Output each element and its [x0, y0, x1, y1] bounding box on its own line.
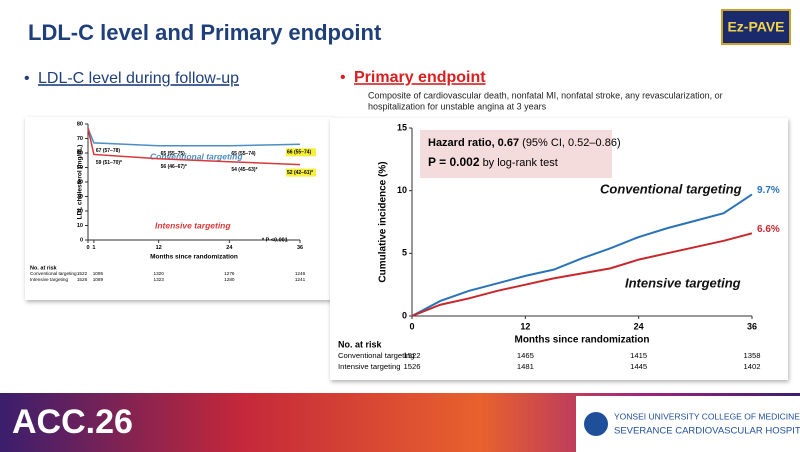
- y-axis-label: Cumulative incidence (%): [378, 161, 389, 282]
- risk-value: 1241: [295, 277, 306, 282]
- y-tick-label: 80: [77, 121, 83, 127]
- risk-value: 1323: [153, 277, 164, 282]
- highlight: [286, 168, 316, 177]
- risk-value: 1415: [630, 351, 647, 360]
- y-tick-label: 70: [77, 136, 83, 142]
- highlight: [286, 148, 316, 157]
- left-panel: [25, 117, 333, 300]
- value-label: 67 (57–78): [96, 148, 121, 154]
- risk-row-name: Intensive targeting: [30, 277, 68, 282]
- risk-value: 1465: [517, 351, 534, 360]
- risk-value: 1402: [744, 362, 761, 371]
- y-tick-label: 30: [77, 194, 83, 200]
- series-line: [87, 128, 301, 166]
- bullet: •: [340, 69, 346, 86]
- logo-box: [721, 9, 791, 45]
- risk-value: 1522: [404, 351, 421, 360]
- annotation: (95% CI, 0.52–0.86): [522, 137, 620, 149]
- y-tick-label: 5: [402, 248, 407, 258]
- annotation-box: [420, 130, 612, 178]
- annotation: * P <0.001: [262, 237, 288, 243]
- footer-logo-box: [576, 396, 800, 452]
- footer-left: ACC.26: [12, 403, 133, 441]
- y-tick-label: 15: [397, 122, 407, 132]
- value-label: 66 (55–74): [287, 150, 312, 156]
- annotation: P = 0.002 by log-rank test: [428, 155, 558, 169]
- x-tick-label: 24: [226, 245, 233, 251]
- x-tick-label: 1: [92, 245, 95, 251]
- risk-title: No. at risk: [338, 339, 383, 349]
- subtitle: hospitalization for unstable angina at 3…: [368, 101, 547, 111]
- risk-row-name: Intensive targeting: [338, 362, 400, 371]
- series-line: [411, 232, 753, 317]
- risk-value: 1526: [404, 362, 421, 371]
- subtitle: Composite of cardiovascular death, nonfa…: [368, 90, 723, 100]
- value-label: 6.6%: [757, 224, 780, 235]
- value-label: 52 (42–61)*: [287, 170, 313, 176]
- value-label: 65 (55–74): [231, 151, 256, 157]
- x-tick-label: 0: [409, 321, 414, 331]
- y-tick-label: 20: [77, 208, 83, 214]
- y-tick-label: 10: [77, 223, 83, 229]
- x-tick-label: 12: [156, 245, 162, 251]
- series-label: Conventional targeting: [600, 181, 742, 196]
- y-tick-label: 10: [397, 185, 407, 195]
- risk-value: 1320: [153, 271, 164, 276]
- risk-value: 1246: [295, 271, 306, 276]
- value-label: 9.7%: [757, 185, 780, 196]
- risk-value: 1280: [224, 277, 235, 282]
- risk-title: No. at risk: [30, 265, 58, 271]
- series-line: [87, 128, 301, 147]
- value-label: 59 (51–70)*: [96, 160, 122, 166]
- annotation: by log-rank test: [483, 157, 558, 169]
- risk-value: 1522: [77, 271, 88, 276]
- risk-value: 1445: [630, 362, 647, 371]
- x-tick-label: 24: [634, 321, 644, 331]
- y-tick-label: 0: [402, 310, 407, 320]
- y-tick-label: 60: [77, 150, 83, 156]
- x-tick-label: 36: [747, 321, 757, 331]
- series-line: [411, 193, 753, 317]
- x-tick-label: 36: [297, 245, 303, 251]
- x-tick-label: 0: [86, 245, 89, 251]
- risk-value: 1089: [93, 277, 104, 282]
- risk-value: 1276: [224, 271, 235, 276]
- y-tick-label: 0: [80, 237, 83, 243]
- x-tick-label: 12: [520, 321, 530, 331]
- bullet: •: [24, 70, 30, 87]
- y-tick-label: 50: [77, 165, 83, 171]
- series-label: Intensive targeting: [625, 275, 741, 290]
- risk-value: 1481: [517, 362, 534, 371]
- annotation: Hazard ratio, 0.67 (95% CI, 0.52–0.86): [428, 137, 621, 149]
- emblem: [584, 412, 608, 436]
- risk-row-name: Conventional targeting: [338, 351, 414, 360]
- x-axis-label: Months since randomization: [514, 335, 649, 346]
- series-label: Conventional targeting: [150, 151, 243, 161]
- value-label: 56 (46–67)*: [161, 164, 187, 170]
- risk-value: 1526: [77, 277, 88, 282]
- x-axis-label: Months since randomization: [150, 254, 238, 261]
- risk-value: 1358: [744, 351, 761, 360]
- footer-right: YONSEI UNIVERSITY COLLEGE OF MEDICINE: [614, 411, 800, 421]
- y-tick-label: 40: [77, 179, 83, 185]
- value-label: 65 (55–75): [161, 151, 186, 157]
- risk-value: 1095: [93, 271, 104, 276]
- slide-title: LDL-C level and Primary endpoint: [28, 20, 382, 45]
- annotation: Hazard ratio, 0.67: [428, 137, 519, 149]
- footer-right: SEVERANCE CARDIOVASCULAR HOSPITAL: [614, 426, 800, 437]
- logo: Ez-PAVE: [727, 19, 784, 35]
- left-heading: LDL-C level during follow-up: [38, 70, 239, 87]
- y-axis-label: LDL cholesterol (mg/dL): [77, 145, 84, 220]
- value-label: 54 (45–63)*: [231, 167, 257, 173]
- right-heading: Primary endpoint: [354, 69, 486, 86]
- annotation: P = 0.002: [428, 155, 480, 169]
- risk-row-name: Conventional targeting: [30, 271, 77, 276]
- series-label: Intensive targeting: [155, 220, 231, 230]
